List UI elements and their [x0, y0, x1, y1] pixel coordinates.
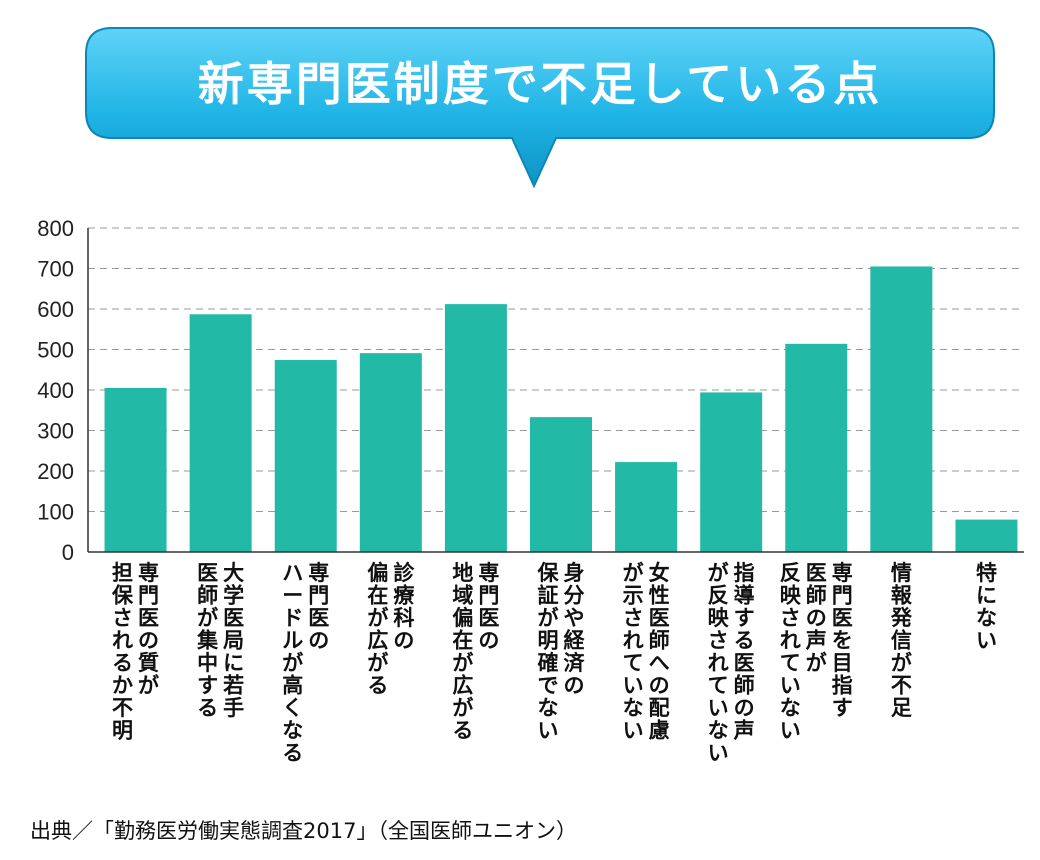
category-label: 専門医の質が [138, 561, 159, 698]
category-label: 専門医の [478, 561, 499, 653]
bar [870, 266, 933, 552]
bar [700, 392, 763, 552]
category-labels: 専門医の質が担保されるか不明大学医局に若手医師が集中する専門医のハードルが高くな… [111, 561, 997, 765]
category-label: 診療科の [393, 561, 415, 653]
bar [785, 343, 848, 552]
category-label: 情報発信が不足 [890, 561, 913, 720]
category-label: 身分や経済の [564, 561, 586, 698]
y-tick-label: 600 [37, 297, 74, 322]
category-label: 専門医の [308, 561, 329, 653]
category-label: 女性医師への配慮 [649, 561, 670, 743]
y-tick-label: 700 [37, 257, 74, 282]
y-tick-label: 100 [37, 500, 74, 525]
title-bubble-shape [85, 27, 995, 189]
category-label: が示されていない [623, 561, 644, 743]
bar [274, 360, 337, 552]
category-label: 大学医局に若手 [222, 561, 244, 720]
bar [104, 387, 167, 552]
bar [189, 314, 252, 552]
category-label: 指導する医師の声 [733, 561, 755, 743]
bar [444, 304, 507, 552]
y-tick-label: 500 [37, 338, 74, 363]
y-tick-label: 400 [37, 378, 74, 403]
title-bubble: 新専門医制度で不足している点 [85, 27, 995, 189]
y-tick-label: 800 [37, 216, 74, 241]
category-label: 特にない [976, 561, 997, 653]
category-label: 専門医を目指す [832, 561, 853, 720]
y-axis-ticks: 0 100 200 300 400 500 600 700 800 [37, 216, 74, 565]
source-note: 出典／「勤務医労働実態調査2017」（全国医師ユニオン） [30, 819, 577, 843]
category-label: 担保されるか不明 [111, 561, 134, 743]
category-label: ハードルが高くなる [282, 561, 303, 765]
bar [530, 417, 592, 552]
chart-title: 新専門医制度で不足している点 [198, 57, 883, 111]
y-tick-label: 0 [62, 540, 74, 565]
category-label: 医師が集中する [196, 561, 219, 720]
category-label: 反映されていない [780, 561, 802, 743]
category-label: 保証が明確でない [537, 561, 560, 743]
category-label: 地域偏在が広がる [452, 561, 473, 743]
y-tick-label: 200 [37, 459, 74, 484]
bars [104, 266, 1018, 552]
bar [615, 462, 678, 552]
category-label: が反映されていない [708, 561, 730, 765]
category-label: 偏在が広がる [367, 561, 388, 698]
bar [359, 353, 422, 552]
bar [955, 519, 1018, 552]
category-label: 医師の声が [805, 561, 827, 675]
y-tick-label: 300 [37, 419, 74, 444]
